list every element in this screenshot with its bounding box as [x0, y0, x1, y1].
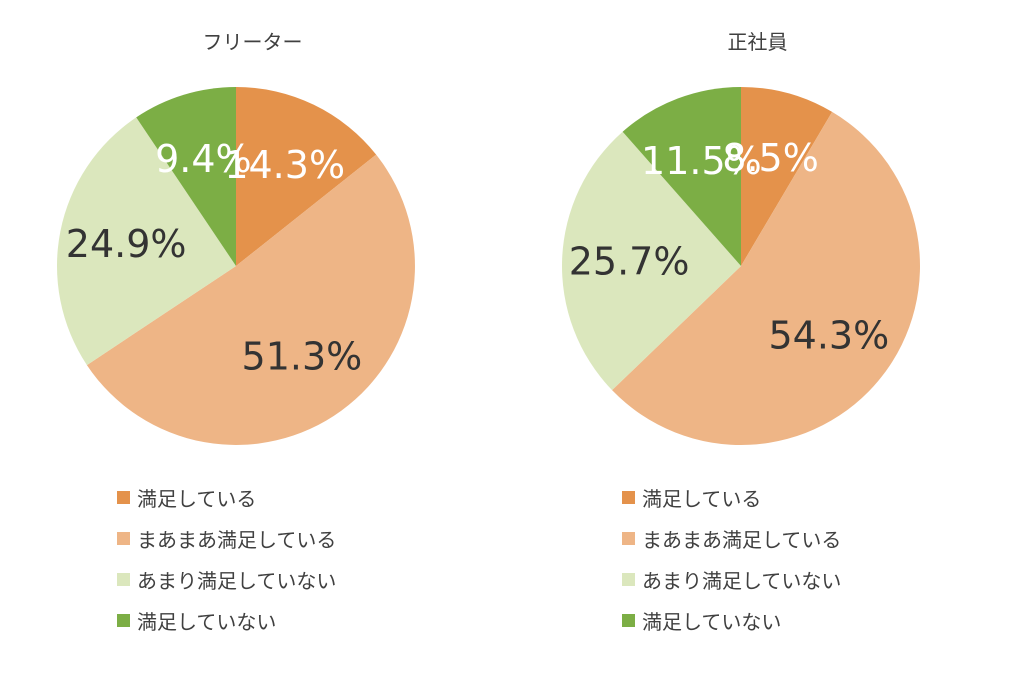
- pie-chart: 14.3% 51.3% 24.9% 9.4%: [56, 87, 415, 445]
- legend-swatch: [622, 614, 635, 627]
- slice-somewhat-satisfied: [86, 154, 415, 445]
- data-label: 14.3%: [224, 143, 345, 187]
- legend-label: まあまあ満足している: [137, 528, 337, 552]
- legend-item: あまり満足していない: [117, 559, 336, 600]
- slice-not-very-satisfied: [56, 117, 237, 366]
- legend-label: まあまあ満足している: [642, 528, 842, 552]
- pie-chart: 8.5% 54.3% 25.7% 11.5%: [562, 87, 921, 446]
- legend-swatch: [117, 614, 130, 627]
- data-label: 9.4%: [155, 137, 252, 181]
- legend: 満足している まあまあ満足している あまり満足していない 満足していない: [117, 477, 336, 641]
- legend-swatch: [117, 532, 130, 545]
- data-label: 54.3%: [768, 313, 889, 357]
- legend-item: まあまあ満足している: [117, 518, 336, 559]
- legend-label: 満足していない: [642, 610, 782, 634]
- legend-item: あまり満足していない: [622, 559, 841, 600]
- legend-item: 満足していない: [622, 600, 841, 641]
- legend-item: まあまあ満足している: [622, 518, 841, 559]
- chart-regular-employee: 正社員 8.5% 54.3% 25.7% 11.5% 満足している まあまあ満足してい…: [505, 0, 1010, 674]
- slice-satisfied: [236, 87, 377, 266]
- data-label: 8.5%: [722, 136, 819, 180]
- legend-item: 満足している: [622, 477, 841, 518]
- legend: 満足している まあまあ満足している あまり満足していない 満足していない: [622, 477, 841, 641]
- slice-not-very-satisfied: [562, 131, 741, 391]
- legend-swatch: [622, 491, 635, 504]
- data-label: 25.7%: [569, 239, 690, 283]
- data-label: 11.5%: [641, 139, 762, 183]
- legend-swatch: [622, 573, 635, 586]
- legend-item: 満足していない: [117, 600, 336, 641]
- chart-title: 正社員: [727, 30, 788, 54]
- slice-somewhat-satisfied: [612, 111, 921, 446]
- legend-label: 満足している: [137, 487, 257, 511]
- data-label: 51.3%: [242, 335, 363, 379]
- slice-satisfied: [741, 87, 833, 266]
- legend-label: 満足していない: [137, 610, 277, 634]
- slice-unsatisfied: [622, 87, 741, 266]
- legend-label: 満足している: [642, 487, 762, 511]
- legend-swatch: [622, 532, 635, 545]
- legend-item: 満足している: [117, 477, 336, 518]
- slice-unsatisfied: [136, 87, 236, 266]
- legend-swatch: [117, 491, 130, 504]
- legend-label: あまり満足していない: [137, 569, 337, 593]
- chart-title: フリーター: [202, 30, 303, 54]
- chart-freeter: フリーター 14.3% 51.3% 24.9% 9.4% 満足している まあまあ満足し…: [56, 30, 415, 641]
- legend-label: あまり満足していない: [642, 569, 842, 593]
- data-label: 24.9%: [66, 222, 187, 266]
- legend-swatch: [117, 573, 130, 586]
